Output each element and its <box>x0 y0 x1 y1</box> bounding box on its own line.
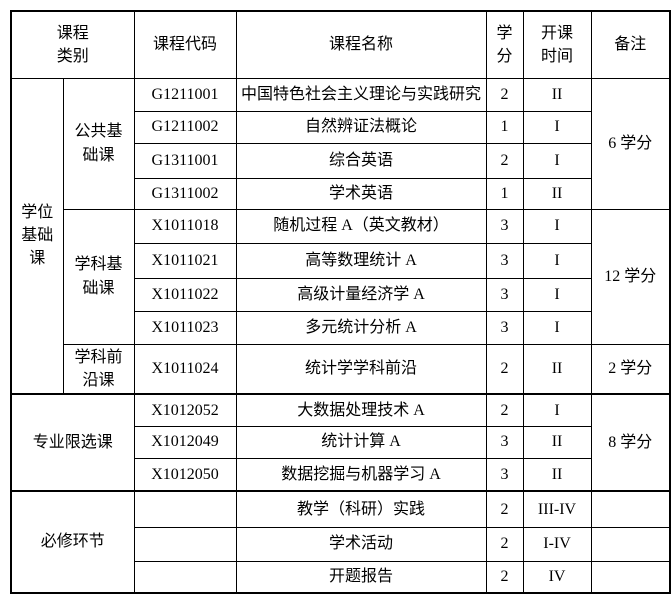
course-code-cell: G1311002 <box>133 177 237 210</box>
semester-cell: I <box>522 208 592 244</box>
semester-cell: II <box>522 457 592 492</box>
course-code-cell: G1311001 <box>133 142 237 179</box>
notes-cell-empty <box>590 526 671 562</box>
course-name-cell: 中国特色社会主义理论与实践研究 <box>235 77 487 112</box>
semester-cell: II <box>522 343 592 395</box>
col-header-semester: 开课 时间 <box>522 10 592 79</box>
course-code-cell: X1011024 <box>133 343 237 395</box>
course-name-cell: 高等数理统计 A <box>235 242 487 279</box>
table-row: X1011021 高等数理统计 A 3 I <box>11 242 670 279</box>
course-code-cell: X1012052 <box>133 393 237 427</box>
course-code-cell: X1011023 <box>133 310 237 345</box>
notes-cell-empty <box>590 490 671 528</box>
course-name-cell: 开题报告 <box>235 560 487 594</box>
credits-cell: 2 <box>485 490 524 528</box>
course-name-cell: 自然辨证法概论 <box>235 110 487 144</box>
semester-cell: III-IV <box>522 490 592 528</box>
course-name-cell: 随机过程 A（英文教材） <box>235 208 487 244</box>
table-row: X1012050 数据挖掘与机器学习 A 3 II <box>11 457 670 492</box>
notes-cell-discipline-frontier: 2 学分 <box>590 343 671 395</box>
semester-cell: I <box>522 110 592 144</box>
table-row: X1012049 统计计算 A 3 II <box>11 425 670 459</box>
course-name-cell: 学术活动 <box>235 526 487 562</box>
course-name-cell: 大数据处理技术 A <box>235 393 487 427</box>
course-code-cell: G1211002 <box>133 110 237 144</box>
course-name-cell: 统计学学科前沿 <box>235 343 487 395</box>
category-cell-discipline-frontier: 学科前 沿课 <box>62 343 135 395</box>
table-row: 必修环节 教学（科研）实践 2 III-IV <box>10 490 671 594</box>
course-name-cell: 数据挖掘与机器学习 A <box>235 457 487 492</box>
semester-cell: II <box>522 77 592 112</box>
table-row: 开题报告 2 IV <box>11 560 671 594</box>
category-cell-discipline-basic: 学科基 础课 <box>62 208 135 345</box>
credits-cell: 2 <box>485 393 524 427</box>
course-code-cell: G1211001 <box>133 77 237 112</box>
course-code-cell-empty <box>133 526 237 562</box>
credits-cell: 3 <box>485 242 524 279</box>
course-name-cell: 高级计量经济学 A <box>235 277 487 312</box>
col-header-credits: 学 分 <box>485 10 524 79</box>
credits-cell: 2 <box>485 77 524 112</box>
course-name-cell: 综合英语 <box>235 142 487 179</box>
table-row: G1211002 自然辨证法概论 1 I <box>11 110 670 144</box>
course-code-cell-empty <box>133 560 237 594</box>
notes-cell-major-restricted: 8 学分 <box>590 393 671 492</box>
credits-cell: 1 <box>485 177 524 210</box>
course-code-cell: X1012050 <box>133 457 237 492</box>
semester-cell: IV <box>522 560 592 594</box>
notes-cell-discipline-basic: 12 学分 <box>590 208 671 345</box>
category-cell-degree-basic: 学位 基础 课 <box>10 77 64 395</box>
notes-cell-public-basic: 6 学分 <box>590 77 671 210</box>
notes-cell-empty <box>590 560 671 594</box>
table-row: 学科基 础课 X1011018 随机过程 A（英文教材） 3 I 12 学分 <box>11 208 671 345</box>
semester-cell: I <box>522 277 592 312</box>
credits-cell: 1 <box>485 110 524 144</box>
semester-cell: II <box>522 425 592 459</box>
course-code-cell: X1011021 <box>133 242 237 279</box>
course-code-cell: X1011022 <box>133 277 237 312</box>
course-code-cell: X1012049 <box>133 425 237 459</box>
credits-cell: 3 <box>485 277 524 312</box>
col-header-name: 课程名称 <box>235 10 487 79</box>
semester-cell: I <box>522 393 592 427</box>
course-name-cell: 学术英语 <box>235 177 487 210</box>
table-row: 学科前 沿课 X1011024 统计学学科前沿 2 II 2 学分 <box>11 343 671 395</box>
course-name-cell: 教学（科研）实践 <box>235 490 487 528</box>
course-name-cell: 多元统计分析 A <box>235 310 487 345</box>
course-name-cell: 统计计算 A <box>235 425 487 459</box>
semester-cell: II <box>522 177 592 210</box>
header-row: 课程 类别 课程代码 课程名称 学 分 开课 时间 备注 <box>10 10 671 79</box>
semester-cell: I-IV <box>522 526 592 562</box>
credits-cell: 3 <box>485 310 524 345</box>
credits-cell: 2 <box>485 142 524 179</box>
table-row: 学位 基础 课 公共基 础课 G1211001 中国特色社会主义理论与实践研究 … <box>10 77 671 395</box>
category-cell-major-restricted: 专业限选课 <box>10 393 135 492</box>
category-cell-public-basic: 公共基 础课 <box>62 77 135 210</box>
col-header-category: 课程 类别 <box>10 10 135 79</box>
table-row: 学术活动 2 I-IV <box>11 526 671 562</box>
col-header-code: 课程代码 <box>133 10 237 79</box>
credits-cell: 2 <box>485 560 524 594</box>
course-code-cell: X1011018 <box>133 208 237 244</box>
table-row: 专业限选课 X1012052 大数据处理技术 A 2 I 8 学分 <box>10 393 671 492</box>
credits-cell: 2 <box>485 343 524 395</box>
category-cell-required-steps: 必修环节 <box>10 490 135 594</box>
curriculum-table: 课程 类别 课程代码 课程名称 学 分 开课 时间 备注 学位 基础 课 公共基… <box>10 10 672 594</box>
col-header-notes: 备注 <box>590 10 671 79</box>
course-code-cell-empty <box>133 490 237 528</box>
credits-cell: 3 <box>485 208 524 244</box>
credits-cell: 3 <box>485 425 524 459</box>
credits-cell: 2 <box>485 526 524 562</box>
semester-cell: I <box>522 242 592 279</box>
semester-cell: I <box>522 142 592 179</box>
semester-cell: I <box>522 310 592 345</box>
table-row: X1011022 高级计量经济学 A 3 I <box>11 277 670 312</box>
credits-cell: 3 <box>485 457 524 492</box>
